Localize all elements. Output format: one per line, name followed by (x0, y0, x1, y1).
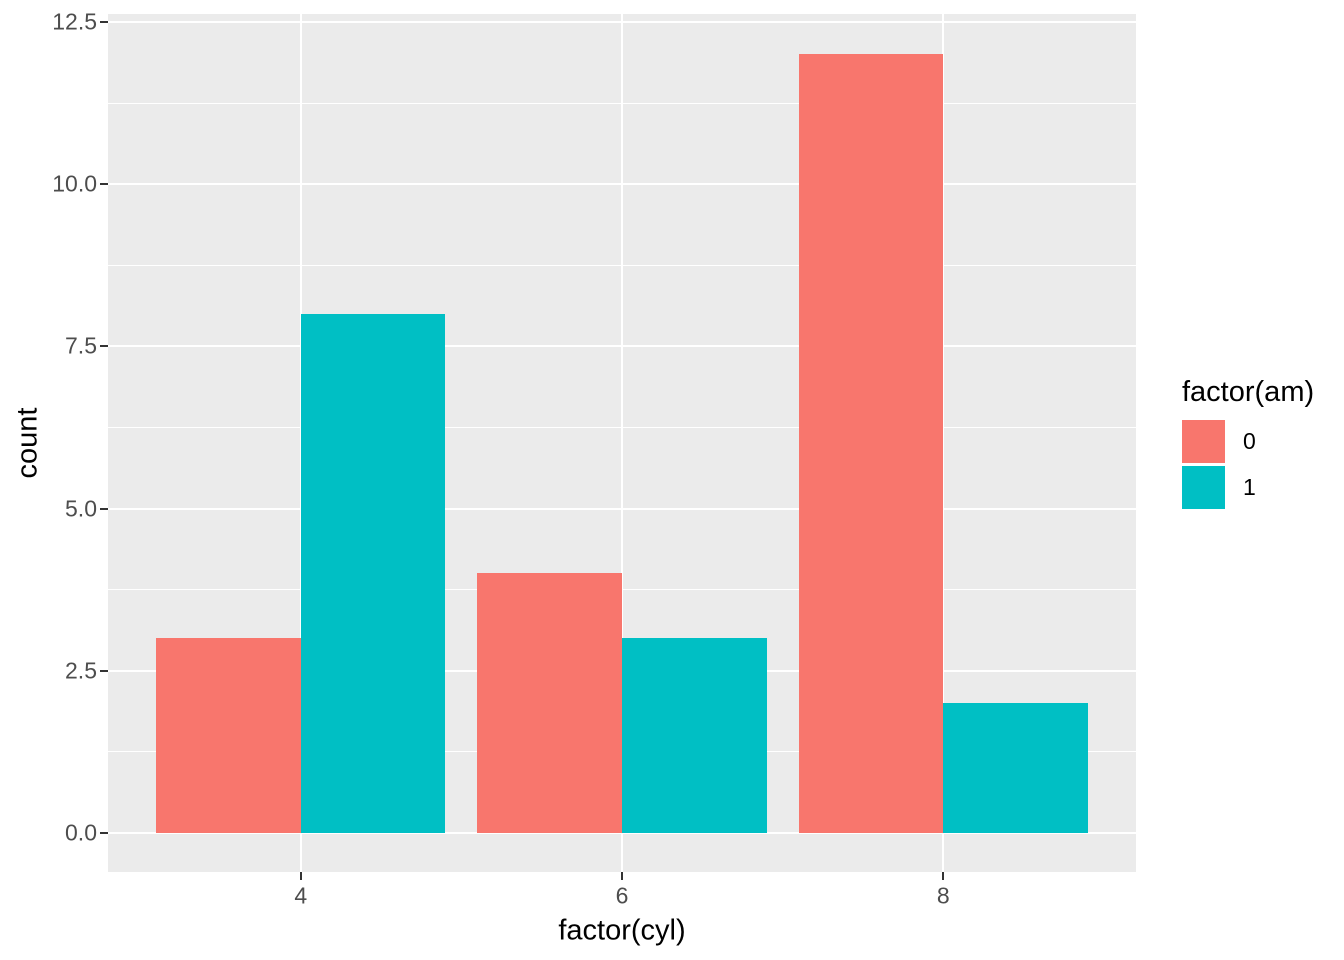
major-gridline-vertical (621, 14, 623, 872)
legend-key-swatch (1182, 465, 1225, 509)
y-axis-title: count (11, 407, 44, 479)
legend-item: 0 (1182, 419, 1314, 463)
y-axis-tick (100, 669, 108, 672)
y-axis-tick (100, 832, 108, 834)
x-axis-tick (942, 872, 945, 880)
legend-key-swatch (1182, 419, 1225, 463)
plot-panel (108, 14, 1136, 872)
y-axis-tick (100, 507, 108, 510)
y-axis-tick (100, 183, 108, 186)
x-axis-tick-label: 4 (294, 882, 308, 909)
bar-cyl8-am1 (943, 703, 1088, 833)
legend-item: 1 (1182, 465, 1314, 509)
major-gridline-vertical (942, 14, 945, 872)
y-axis-tick (100, 345, 108, 348)
x-axis-tick-label: 8 (936, 882, 950, 909)
x-axis-tick-label: 6 (615, 882, 629, 909)
y-axis-tick-label: 0.0 (65, 819, 97, 846)
y-axis-tick (100, 21, 108, 23)
x-axis-tick (621, 872, 623, 880)
y-axis-tick-label: 5.0 (65, 495, 97, 522)
bar-cyl4-am0 (156, 638, 301, 833)
bar-cyl6-am0 (477, 573, 622, 833)
bar-cyl4-am1 (300, 313, 446, 833)
y-axis-tick-label: 7.5 (65, 332, 97, 359)
y-axis-tick-label: 10.0 (52, 170, 97, 197)
legend-title: factor(am) (1182, 376, 1315, 408)
bar-cyl6-am1 (622, 638, 767, 833)
legend-label: 0 (1243, 427, 1256, 454)
x-axis-title: factor(cyl) (558, 914, 686, 947)
y-axis-tick-label: 2.5 (65, 657, 97, 684)
bar-cyl8-am0 (798, 54, 944, 833)
legend-label: 1 (1243, 473, 1256, 500)
x-axis-tick (299, 872, 302, 880)
y-axis-tick-label: 12.5 (52, 8, 97, 35)
